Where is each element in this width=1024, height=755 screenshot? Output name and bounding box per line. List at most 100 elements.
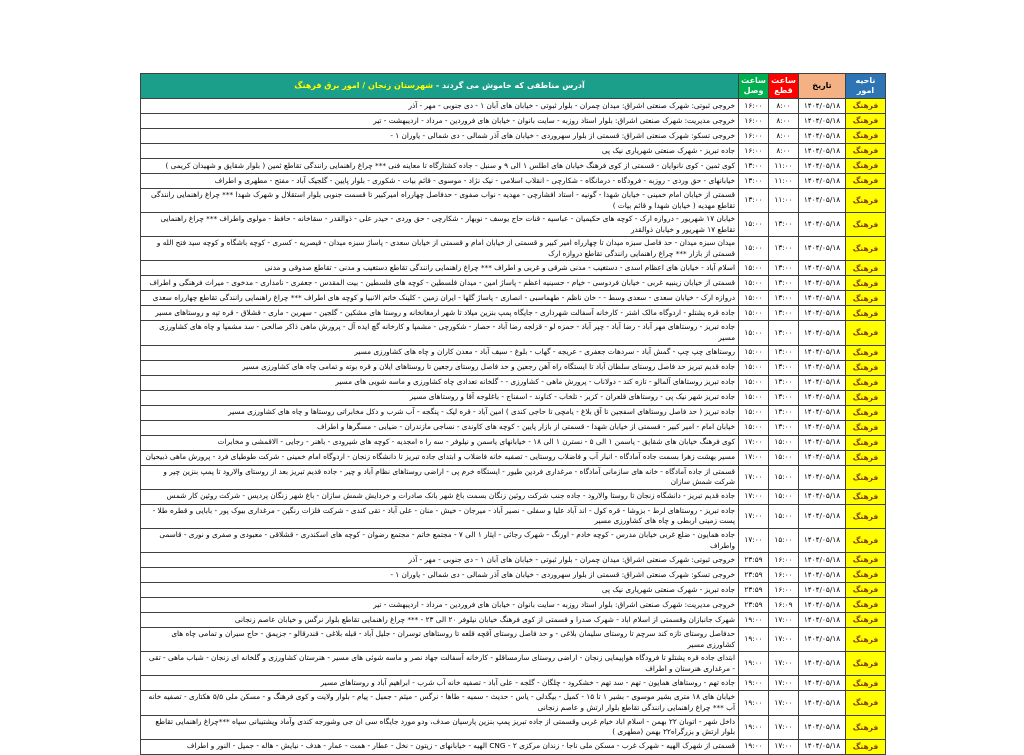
table-row: فرهنگ ۱۴۰۴/۰۵/۱۸ ۸:۰۰ ۱۶:۰۰ جاده تبریز - شهر… (140, 143, 886, 159)
connect-time-cell: ۱۹:۰۰ (738, 675, 769, 692)
table-row: فرهنگ ۱۴۰۴/۰۵/۱۸ ۱۱:۰۰ ۱۳:۰۰ خیابانهای - حق … (140, 173, 886, 189)
region-cell: فرهنگ (845, 527, 886, 554)
date-cell: ۱۴۰۴/۰۵/۱۸ (798, 627, 846, 653)
date-cell: ۱۴۰۴/۰۵/۱۸ (798, 738, 846, 755)
region-cell: فرهنگ (845, 344, 886, 361)
region-cell: فرهنگ (845, 738, 886, 755)
table-row: فرهنگ ۱۴۰۴/۰۵/۱۸ ۱۷:۰۰ ۱۹:۰۰ خیابان های ۱۸ م… (140, 690, 886, 716)
table-row: فرهنگ ۱۴۰۴/۰۵/۱۸ ۱۳:۰۰ ۱۵:۰۰ قسمتی از خیابان… (140, 275, 886, 292)
connect-time-cell: ۱۹:۰۰ (738, 627, 769, 653)
address-cell: خروجی مدیریت: شهرک صنعتی اشراق: بلوار اس… (140, 113, 739, 129)
cut-time-cell: ۱۶:۰۰ (768, 582, 799, 599)
connect-time-cell: ۱۵:۰۰ (738, 419, 769, 436)
address-cell: کوی ثمین - کوی نانوایان - قسمتی از کوی ف… (140, 158, 739, 174)
cut-time-cell: ۱۵:۰۰ (768, 503, 799, 529)
date-cell: ۱۴۰۴/۰۵/۱۸ (798, 582, 846, 599)
connect-time-cell: ۱۶:۰۰ (738, 143, 769, 159)
table-row: فرهنگ ۱۴۰۴/۰۵/۱۸ ۸:۰۰ ۱۶:۰۰ خروجی تسکو: شهرک… (140, 128, 886, 144)
date-cell: ۱۴۰۴/۰۵/۱۸ (798, 290, 846, 307)
table-row: فرهنگ ۱۴۰۴/۰۵/۱۸ ۱۱:۰۰ ۱۳:۰۰ کوی ثمین - کوی … (140, 158, 886, 174)
header-address-text: آدرس مناطقی که خاموش می گردند - (433, 81, 585, 90)
cut-time-cell: ۱۳:۰۰ (768, 359, 799, 376)
table-row: فرهنگ ۱۴۰۴/۰۵/۱۸ ۱۵:۰۰ ۱۷:۰۰ قسمتی از جاده آ… (140, 464, 886, 490)
table-row: فرهنگ ۱۴۰۴/۰۵/۱۸ ۱۵:۰۰ ۱۷:۰۰ جاده قدیم تبریز… (140, 488, 886, 505)
cut-time-cell: ۱۷:۰۰ (768, 738, 799, 755)
connect-time-cell: ۱۶:۰۰ (738, 113, 769, 129)
region-cell: فرهنگ (845, 143, 886, 159)
connect-time-cell: ۱۵:۰۰ (738, 236, 769, 262)
date-cell: ۱۴۰۴/۰۵/۱۸ (798, 488, 846, 505)
address-cell: جاده تبریز شهر نیک پی - روستاهای قلعران … (140, 389, 739, 406)
region-cell: فرهنگ (845, 98, 886, 114)
table-row: فرهنگ ۱۴۰۴/۰۵/۱۸ ۱۶:۰۹ ۲۳:۵۹ خروجی مدیریت: ش… (140, 597, 886, 614)
connect-time-cell: ۱۷:۰۰ (738, 527, 769, 554)
table-row: فرهنگ ۱۴۰۴/۰۵/۱۸ ۱۶:۰۰ ۲۳:۵۹ جاده تبریز - شه… (140, 582, 886, 599)
date-cell: ۱۴۰۴/۰۵/۱۸ (798, 651, 846, 677)
connect-time-cell: ۱۹:۰۰ (738, 714, 769, 740)
date-cell: ۱۴۰۴/۰۵/۱۸ (798, 236, 846, 262)
header-row: ناحیه امور تاریخ ساعت قطع ساعت وصل آدرس … (140, 73, 886, 99)
table-row: فرهنگ ۱۴۰۴/۰۵/۱۸ ۱۳:۰۰ ۱۵:۰۰ جاده تبریز ( حد… (140, 404, 886, 421)
region-cell: فرهنگ (845, 404, 886, 421)
region-cell: فرهنگ (845, 552, 886, 569)
region-cell: فرهنگ (845, 419, 886, 436)
date-cell: ۱۴۰۴/۰۵/۱۸ (798, 173, 846, 189)
cut-time-cell: ۱۵:۰۰ (768, 488, 799, 505)
region-cell: فرهنگ (845, 320, 886, 346)
date-cell: ۱۴۰۴/۰۵/۱۸ (798, 305, 846, 322)
cut-time-cell: ۸:۰۰ (768, 113, 799, 129)
region-cell: فرهنگ (845, 675, 886, 692)
table-row: فرهنگ ۱۴۰۴/۰۵/۱۸ ۱۳:۰۰ ۱۵:۰۰ جاده تبریز روست… (140, 374, 886, 391)
table-row: فرهنگ ۱۴۰۴/۰۵/۱۸ ۱۷:۰۰ ۱۹:۰۰ داخل شهر - اتوب… (140, 714, 886, 740)
connect-time-cell: ۱۷:۰۰ (738, 434, 769, 451)
address-cell: قسمتی از خیابان زینبیه غربی - خیابان فرد… (140, 275, 739, 292)
table-row: فرهنگ ۱۴۰۴/۰۵/۱۸ ۱۶:۰۰ ۲۳:۵۹ خروجی تسکو: شهر… (140, 567, 886, 584)
connect-time-cell: ۲۳:۵۹ (738, 597, 769, 614)
cut-time-cell: ۱۳:۰۰ (768, 275, 799, 292)
region-cell: فرهنگ (845, 305, 886, 322)
cut-time-cell: ۱۱:۰۰ (768, 158, 799, 174)
connect-time-cell: ۱۷:۰۰ (738, 449, 769, 466)
table-row: فرهنگ ۱۴۰۴/۰۵/۱۸ ۱۳:۰۰ ۱۵:۰۰ خیابان امام - ا… (140, 419, 886, 436)
connect-time-cell: ۱۵:۰۰ (738, 359, 769, 376)
date-cell: ۱۴۰۴/۰۵/۱۸ (798, 567, 846, 584)
address-cell: خروجی ثبوتی: شهرک صنعتی اشراق: میدان چمر… (140, 98, 739, 114)
address-cell: حدفاصل روستای تازه کند سرچم تا روستای سل… (140, 627, 739, 653)
cut-time-cell: ۱۳:۰۰ (768, 374, 799, 391)
outage-table-body: فرهنگ ۱۴۰۴/۰۵/۱۸ ۸:۰۰ ۱۶:۰۰ خروجی ثبوتی: شهر… (140, 98, 886, 755)
table-row: فرهنگ ۱۴۰۴/۰۵/۱۸ ۱۵:۰۰ ۱۷:۰۰ جاده تبریز - رو… (140, 503, 886, 529)
region-cell: فرهنگ (845, 113, 886, 129)
region-cell: فرهنگ (845, 434, 886, 451)
table-row: فرهنگ ۱۴۰۴/۰۵/۱۸ ۱۵:۰۰ ۱۷:۰۰ مسیر بهشت زهرا … (140, 449, 886, 466)
region-cell: فرهنگ (845, 275, 886, 292)
date-cell: ۱۴۰۴/۰۵/۱۸ (798, 449, 846, 466)
address-cell: دروازه ارک - خیابان سعدی - سعدی وسط - - … (140, 290, 739, 307)
header-connect-time-label: ساعت وصل (738, 73, 769, 99)
cut-time-cell: ۸:۰۰ (768, 98, 799, 114)
address-cell: جاده تهم - روستاهای همایون - تهم - سد ته… (140, 675, 739, 692)
connect-time-cell: ۱۹:۰۰ (738, 690, 769, 716)
address-cell: مسیر بهشت زهرا بسمت جاده آمادگاه - انبار… (140, 449, 739, 466)
header-cut-time-label: ساعت قطع (768, 73, 799, 99)
address-cell: روستاهای چپ چپ - گمش آباد - سردهات جعفری… (140, 344, 739, 361)
region-cell: فرهنگ (845, 128, 886, 144)
connect-time-cell: ۱۳:۰۰ (738, 158, 769, 174)
connect-time-cell: ۱۳:۰۰ (738, 187, 769, 214)
table-row: فرهنگ ۱۴۰۴/۰۵/۱۸ ۱۵:۰۰ ۱۷:۰۰ کوی فرهنگ خیابا… (140, 434, 886, 451)
cut-time-cell: ۱۷:۰۰ (768, 675, 799, 692)
outage-schedule-sheet: ناحیه امور تاریخ ساعت قطع ساعت وصل آدرس … (140, 73, 886, 755)
table-row: فرهنگ ۱۴۰۴/۰۵/۱۸ ۱۳:۰۰ ۱۵:۰۰ روستاهای چپ چپ … (140, 344, 886, 361)
date-cell: ۱۴۰۴/۰۵/۱۸ (798, 320, 846, 346)
date-cell: ۱۴۰۴/۰۵/۱۸ (798, 404, 846, 421)
region-cell: فرهنگ (845, 488, 886, 505)
address-cell: قسمتی از شهرک الهیه - شهرک غرب - مسکن مل… (140, 738, 739, 755)
address-cell: جاده قدیم تبریز - دانشگاه زنجان تا روستا… (140, 488, 739, 505)
region-cell: فرهنگ (845, 464, 886, 490)
table-row: فرهنگ ۱۴۰۴/۰۵/۱۸ ۱۳:۰۰ ۱۵:۰۰ جاده قره پشتلو … (140, 305, 886, 322)
connect-time-cell: ۱۵:۰۰ (738, 404, 769, 421)
region-cell: فرهنگ (845, 714, 886, 740)
address-cell: خیابان امام - امیر کبیر - قسمتی از خیابا… (140, 419, 739, 436)
date-cell: ۱۴۰۴/۰۵/۱۸ (798, 275, 846, 292)
region-cell: فرهنگ (845, 290, 886, 307)
address-cell: جاده تبریز - شهرک صنعتی شهریاری نیک پی (140, 582, 739, 599)
